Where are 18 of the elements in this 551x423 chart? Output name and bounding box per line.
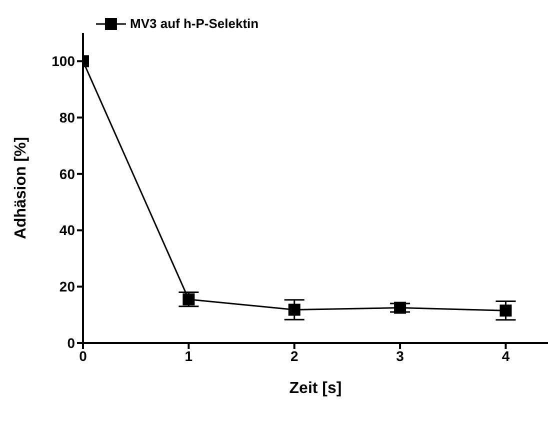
y-tick-label: 60 xyxy=(59,166,76,182)
y-tick-label: 80 xyxy=(59,110,76,126)
y-tick-label: 20 xyxy=(59,278,76,295)
x-tick-label: 4 xyxy=(502,348,510,364)
point xyxy=(500,304,512,317)
point xyxy=(394,302,406,314)
point xyxy=(182,293,195,306)
x-tick-label: 3 xyxy=(396,348,404,364)
x-tick-label: 2 xyxy=(290,348,298,364)
legend-label: MV3 auf h-P-Selektin xyxy=(130,16,259,31)
x-tick-label: 1 xyxy=(184,348,193,364)
x-tick-label: 0 xyxy=(79,348,88,364)
y-tick-label: 40 xyxy=(59,222,76,238)
x-axis-title: Zeit [s] xyxy=(289,380,342,397)
y-tick-label: 100 xyxy=(52,53,76,70)
y-tick-label: 0 xyxy=(67,334,76,351)
point xyxy=(288,304,300,316)
y-axis-title: Adhäsion [%] xyxy=(12,136,30,240)
